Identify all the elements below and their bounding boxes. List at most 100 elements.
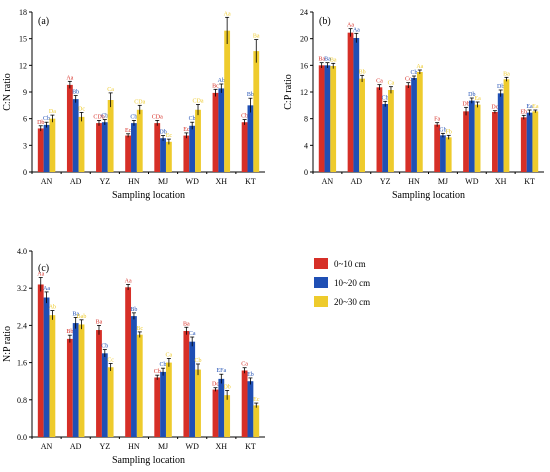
bar [189, 341, 196, 437]
significance-label: Ab [218, 78, 225, 84]
y-tick-label: 4 [304, 141, 308, 150]
panel-a: (a) 0 3 6 9 12 15 18 C:N ratio Sampling location A… [2, 8, 265, 201]
bar [468, 100, 475, 172]
bar [101, 353, 108, 437]
significance-label: Fa [434, 117, 440, 123]
significance-label: Gb [439, 127, 446, 133]
significance-label: Bc [136, 326, 143, 332]
bar [388, 90, 394, 172]
x-category-label: KT [524, 177, 535, 186]
bar [136, 334, 143, 437]
significance-label: Db [468, 92, 475, 98]
significance-label: Cb [101, 114, 108, 120]
y-axis-title: N:P ratio [2, 326, 13, 362]
bar [224, 30, 231, 172]
significance-label: Ba [183, 321, 190, 327]
bar [416, 72, 423, 172]
bar [330, 66, 337, 172]
x-category-label: KT [245, 442, 256, 451]
legend-label-depth2: 10~20 cm [334, 278, 370, 288]
bar [411, 78, 417, 172]
bar [353, 38, 360, 172]
significance-label: Db [159, 130, 166, 136]
bar [497, 93, 504, 172]
y-tick-label: 6 [23, 115, 27, 124]
bar [440, 135, 446, 172]
x-category-label: AN [41, 177, 53, 186]
legend-swatch-depth1 [314, 258, 328, 269]
bar [183, 330, 190, 437]
bar [154, 377, 161, 437]
significance-label: Ca [189, 331, 196, 337]
bar [66, 338, 73, 437]
significance-label: Cb [195, 358, 202, 364]
bar [347, 32, 354, 172]
significance-label: Ab [49, 305, 56, 311]
bar [212, 389, 219, 437]
bar [107, 100, 114, 172]
bar [125, 135, 132, 172]
x-category-label: WD [465, 177, 479, 186]
x-category-label: KT [245, 177, 256, 186]
significance-label: Eb [520, 109, 527, 115]
bar [183, 135, 190, 172]
bar [247, 381, 254, 437]
bar [66, 84, 73, 172]
y-tick-label: 3.2 [17, 284, 27, 293]
bar [376, 87, 383, 172]
x-category-label: XH [495, 177, 507, 186]
bar [160, 371, 166, 437]
x-category-label: MJ [158, 177, 168, 186]
x-axis-title: Sampling location [112, 190, 185, 201]
bar [49, 315, 56, 437]
legend-swatch-depth2 [314, 277, 328, 288]
significance-label: Ea [526, 104, 533, 110]
bar [37, 128, 44, 172]
y-tick-label: 20 [300, 35, 308, 44]
significance-label: Ca [166, 352, 173, 358]
significance-label: Ea [474, 96, 481, 102]
y-tick-label: 4.0 [17, 247, 27, 256]
significance-label: CDa [152, 114, 163, 120]
significance-label: Dc [212, 382, 219, 388]
significance-label: Ca [376, 79, 383, 85]
significance-label: Bc [212, 83, 219, 89]
significance-label: Ec [166, 133, 173, 139]
y-tick-label: 18 [19, 8, 27, 17]
bar [253, 405, 260, 437]
significance-label: EFa [216, 368, 226, 374]
legend: 0~10 cm 10~20 cm 20~30 cm [314, 258, 370, 307]
y-tick-label: 0 [304, 168, 308, 177]
bar [189, 125, 196, 172]
bar [160, 138, 166, 172]
x-category-label: MJ [158, 442, 168, 451]
y-tick-label: 0.0 [17, 433, 27, 442]
significance-label: Aa [43, 286, 50, 292]
significance-label: Ba [253, 34, 260, 40]
bar [101, 122, 108, 172]
bar [253, 51, 260, 172]
significance-label: Ba [318, 57, 325, 63]
panel-tag: (b) [319, 16, 331, 27]
y-tick-label: 0 [23, 168, 27, 177]
significance-label: Cc [405, 77, 412, 83]
bar [195, 369, 201, 437]
significance-label: Eb [247, 372, 254, 378]
x-axis-title: Sampling location [112, 455, 185, 466]
significance-label: Ec [125, 128, 132, 134]
y-tick-label: 15 [19, 35, 27, 44]
significance-label: CDa [134, 99, 145, 105]
significance-label: Cb [241, 114, 248, 120]
significance-label: Db [223, 385, 230, 391]
significance-label: CDa [193, 98, 204, 104]
bar [532, 111, 539, 172]
significance-label: Ba [503, 71, 510, 77]
bar [434, 124, 441, 172]
significance-label: Aa [125, 278, 132, 284]
significance-label: Ca [388, 81, 395, 87]
bar [241, 370, 248, 437]
significance-label: Db [462, 101, 469, 107]
x-category-label: MJ [438, 177, 448, 186]
bar [37, 284, 44, 437]
